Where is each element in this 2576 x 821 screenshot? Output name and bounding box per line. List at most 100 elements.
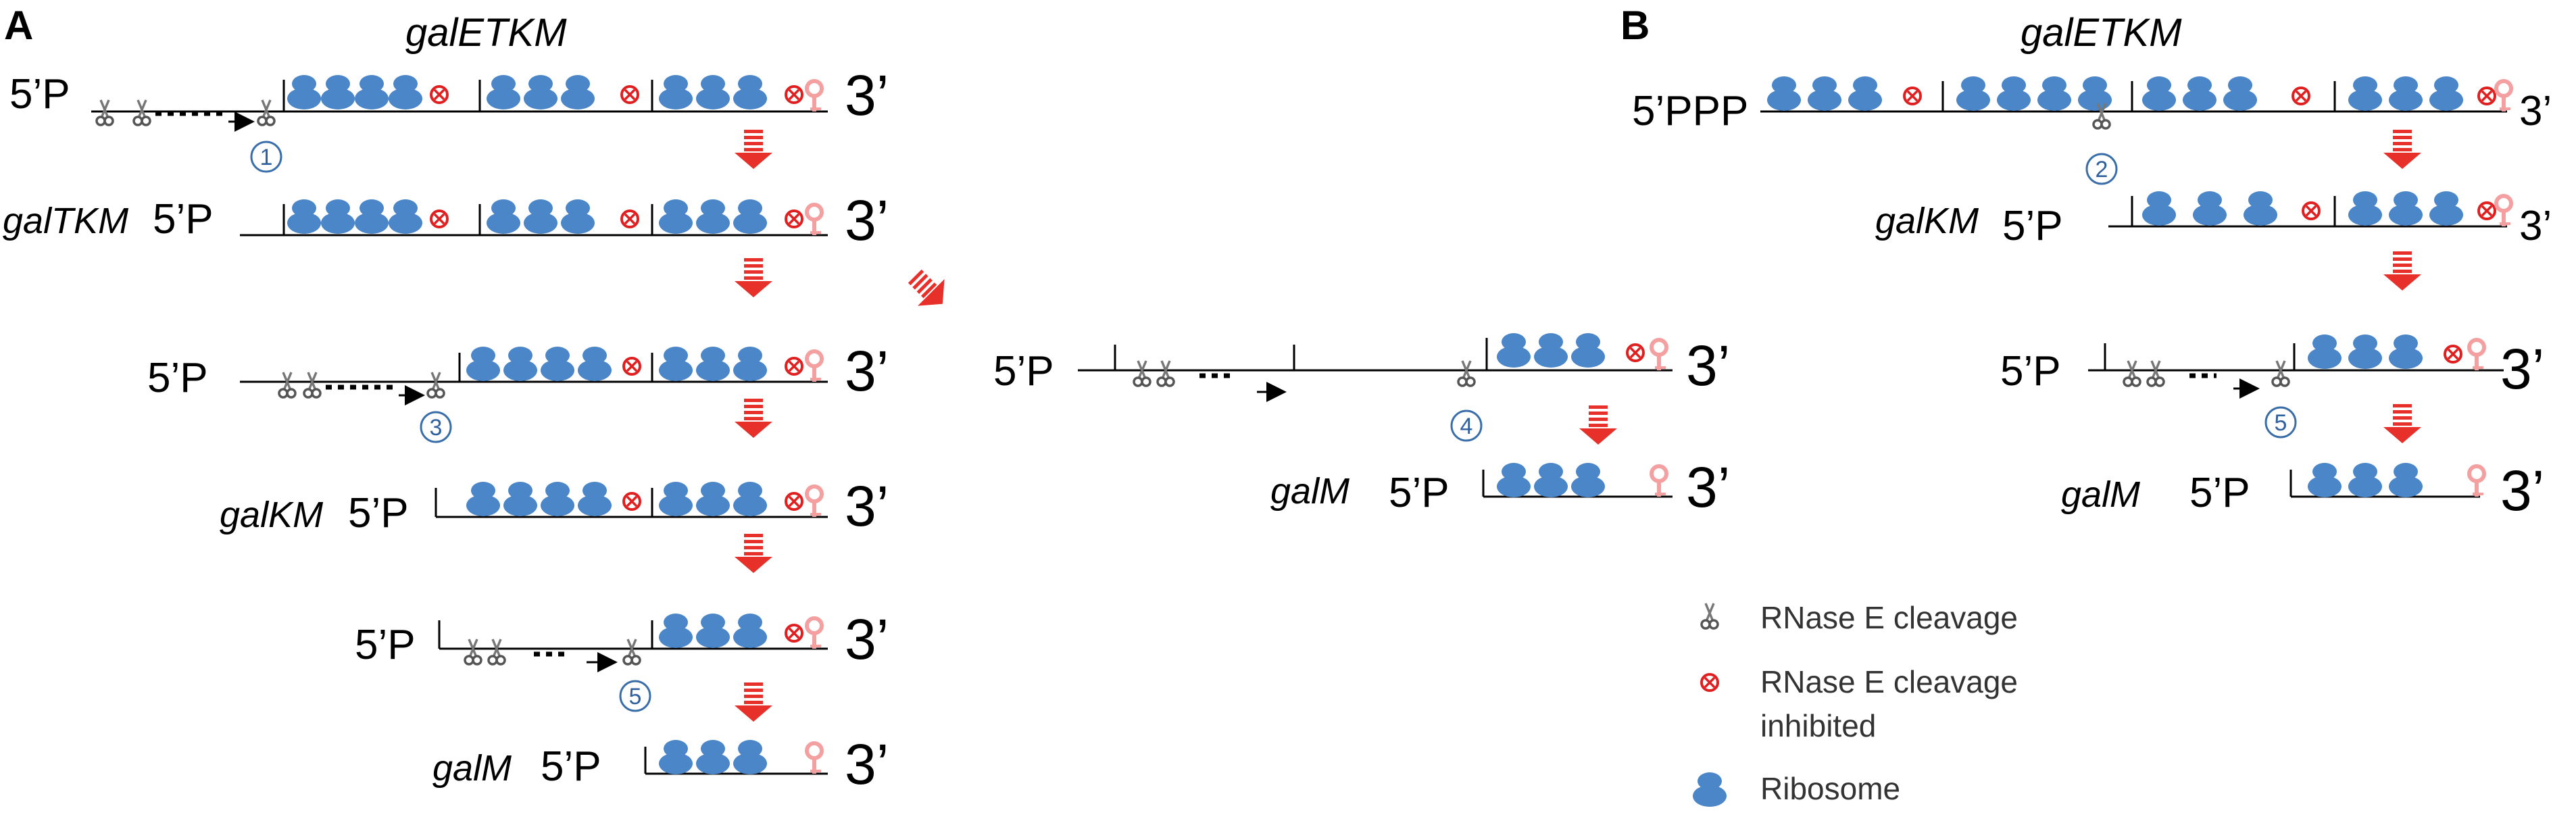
label-3p: 3’ — [845, 189, 889, 252]
circled-x-icon — [785, 492, 803, 511]
scissors-icon — [2271, 359, 2290, 387]
label-5p: 5’P — [9, 71, 70, 118]
scissors-icon — [487, 638, 506, 666]
row-a1: 5’P 3’ 1 — [9, 64, 889, 173]
label-5p: 5’P — [2002, 203, 2063, 249]
ribosome-icon — [1497, 463, 1531, 497]
label-5p: 5’P — [1389, 470, 1450, 516]
circled-x-icon — [430, 209, 449, 228]
row-a2: galTKM 5’P 3’ — [3, 189, 889, 252]
red-down-arrow-icon — [1579, 405, 1617, 445]
site-circle — [2085, 153, 2118, 185]
label-5p: 5’P — [993, 348, 1054, 395]
ribosome-icon — [2429, 76, 2463, 111]
terminator-hairpin-icon — [1652, 466, 1666, 497]
ribosome-icon — [696, 740, 730, 774]
label-3p: 3’ — [2500, 337, 2544, 401]
ribosome-icon — [733, 482, 767, 516]
legend-inhibited-line2: inhibited — [1760, 708, 1876, 743]
label-5p: 5’P — [2000, 348, 2061, 395]
terminator-hairpin-icon — [2469, 340, 2484, 370]
ribosome-icon — [524, 199, 558, 234]
ribosome-icon — [1534, 333, 1568, 368]
terminator-hairpin-icon — [2469, 466, 2484, 497]
ribosome-icon — [541, 347, 574, 381]
row-a6: galM 5’P 3’ — [432, 732, 889, 796]
row-b3: 5’P 3’ 5 — [2000, 334, 2544, 439]
circled-x-icon — [2302, 201, 2321, 220]
ribosome-icon — [2078, 76, 2112, 111]
red-down-arrow-icon — [735, 534, 772, 573]
ribosome-icon — [2348, 191, 2382, 226]
label-3p: 3’ — [1686, 334, 1730, 397]
ribosome-icon — [1534, 463, 1568, 497]
circled-x-icon — [2477, 86, 2496, 105]
ribosome-icon — [2389, 191, 2423, 226]
ribosome-icon — [524, 75, 558, 109]
circled-x-icon — [1903, 86, 1922, 105]
ribosome-icon — [561, 75, 595, 109]
scissors-icon — [1156, 359, 1175, 387]
ribosome-icon — [287, 199, 321, 234]
label-galKM: galKM — [220, 495, 323, 535]
site-3: 3 — [430, 415, 443, 441]
ribosome-icon — [487, 75, 520, 109]
ribosome-icon — [1571, 333, 1605, 368]
ribosome-icon — [2348, 76, 2382, 111]
label-5p: 5’P — [153, 196, 214, 243]
label-3p: 3’ — [845, 64, 889, 127]
ribosome-icon — [2348, 334, 2382, 369]
ribosome-icon — [561, 199, 595, 234]
red-down-arrow-icon — [2383, 404, 2421, 443]
ribosome-icon — [696, 75, 730, 109]
label-3p: 3’ — [845, 607, 889, 671]
row-a4: galKM 5’P 3’ — [220, 474, 889, 538]
ribosome-icon — [466, 347, 500, 381]
ribosome-icon — [2223, 76, 2257, 111]
label-3p: 3’ — [2500, 459, 2544, 522]
label-3p-small: 3’ — [2519, 88, 2552, 134]
terminator-hairpin-icon — [807, 205, 822, 235]
label-3p-small: 3’ — [2519, 203, 2552, 249]
ribosome-icon — [659, 482, 693, 516]
circled-x-icon — [2477, 201, 2496, 220]
site-5-b: 5 — [2275, 410, 2287, 436]
circled-x-icon — [1700, 673, 1719, 692]
site-4: 4 — [1460, 414, 1473, 439]
ribosome-icon — [2142, 191, 2176, 226]
terminator-hairpin-icon — [807, 81, 822, 111]
ribosome-icon — [659, 614, 693, 648]
ribosome-icon — [659, 347, 693, 381]
label-galM: galM — [432, 748, 512, 789]
ribosome-icon — [487, 199, 520, 234]
circled-x-icon — [2292, 86, 2310, 105]
terminator-hairpin-icon — [2496, 196, 2511, 226]
terminator-hairpin-icon — [2496, 81, 2511, 111]
terminator-hairpin-icon — [807, 618, 822, 649]
label-3p: 3’ — [845, 474, 889, 538]
ribosome-icon — [389, 199, 422, 234]
title-galETKM-b: galETKM — [2021, 11, 2182, 55]
scissors-icon — [1133, 359, 1151, 387]
scissors-icon — [2123, 359, 2141, 387]
row-a3: 5’P 3’ 3 — [147, 339, 889, 443]
terminator-hairpin-icon — [807, 743, 822, 774]
legend-ribosome: Ribosome — [1760, 771, 1900, 806]
label-5p: 5’P — [348, 490, 409, 537]
label-3p: 3’ — [845, 339, 889, 403]
site-circle — [2264, 406, 2297, 439]
red-down-arrow-icon — [735, 130, 772, 169]
ribosome-icon — [1997, 76, 2031, 111]
ribosome-icon — [1848, 76, 1882, 111]
scissors-icon — [303, 371, 322, 399]
legend-cleavage: RNase E cleavage — [1760, 600, 2018, 635]
label-3p: 3’ — [1686, 455, 1730, 519]
red-down-arrow-icon — [735, 258, 772, 297]
ribosome-icon — [2308, 334, 2342, 369]
circled-x-icon — [620, 209, 639, 228]
terminator-hairpin-icon — [1652, 340, 1666, 370]
ribosome-icon — [321, 75, 355, 109]
ribosome-icon — [2389, 76, 2423, 111]
ribosome-icon — [696, 614, 730, 648]
